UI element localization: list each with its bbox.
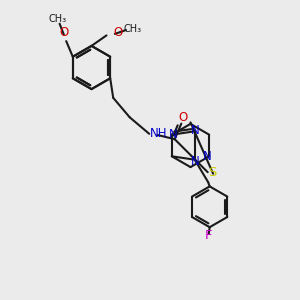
Text: S: S <box>208 166 217 179</box>
Text: F: F <box>204 229 212 242</box>
Text: N: N <box>203 150 212 164</box>
Text: NH: NH <box>150 127 167 140</box>
Text: O: O <box>178 110 188 124</box>
Text: O: O <box>113 26 122 40</box>
Text: O: O <box>59 26 68 39</box>
Text: N: N <box>169 128 178 141</box>
Text: CH₃: CH₃ <box>49 14 67 24</box>
Text: CH₃: CH₃ <box>124 24 142 34</box>
Text: N: N <box>191 124 200 137</box>
Text: N: N <box>191 155 200 168</box>
